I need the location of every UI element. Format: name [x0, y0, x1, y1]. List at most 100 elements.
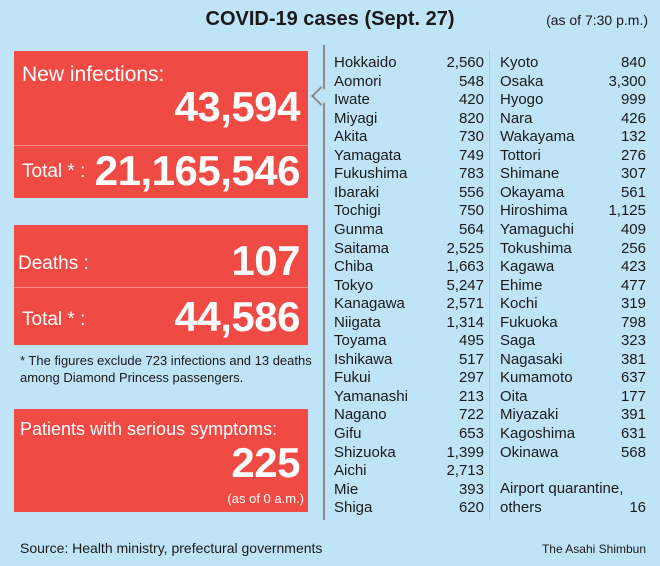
prefecture-count: 1,663 — [446, 258, 484, 276]
prefecture-name: Gunma — [334, 220, 384, 238]
list-item: Yamanashi 213 — [334, 388, 484, 406]
list-item: Nagano 722 — [334, 406, 484, 424]
prefecture-count: 2,713 — [446, 462, 484, 480]
prefecture-name: Tokyo — [334, 276, 374, 294]
prefecture-count: 213 — [458, 387, 484, 405]
list-item: Mie 393 — [334, 481, 484, 499]
prefecture-name: Nagasaki — [500, 350, 563, 368]
airport-row-2: others 16 — [500, 499, 646, 517]
total-deaths-value: 44,586 — [174, 293, 301, 340]
column-divider — [489, 50, 490, 520]
list-item: Tokyo 5,247 — [334, 277, 484, 295]
list-item: Yamaguchi 409 — [500, 221, 646, 239]
prefecture-count: 409 — [620, 220, 646, 238]
list-item: Iwate 420 — [334, 91, 484, 109]
prefecture-count: 420 — [458, 91, 484, 109]
divider — [14, 145, 308, 146]
prefecture-count: 423 — [620, 258, 646, 276]
prefecture-count: 477 — [620, 276, 646, 294]
prefecture-count: 297 — [458, 369, 484, 387]
list-item: Tokushima 256 — [500, 240, 646, 258]
prefecture-count: 2,525 — [446, 239, 484, 257]
prefecture-count: 256 — [620, 239, 646, 257]
airport-label-2: others — [500, 499, 542, 516]
prefecture-name: Miyagi — [334, 109, 378, 127]
list-item: Fukuoka 798 — [500, 314, 646, 332]
prefecture-name: Niigata — [334, 313, 381, 331]
list-item: Hokkaido 2,560 — [334, 54, 484, 72]
prefecture-name: Hyogo — [500, 91, 544, 109]
list-item: Aomori 548 — [334, 73, 484, 91]
list-item: Gunma 564 — [334, 221, 484, 239]
prefecture-name: Fukuoka — [500, 313, 558, 331]
prefecture-count: 820 — [458, 109, 484, 127]
prefecture-name: Saitama — [334, 239, 390, 257]
list-item: Akita 730 — [334, 128, 484, 146]
list-item: Tottori 276 — [500, 147, 646, 165]
deaths-box: Deaths : 107 Total * : 44,586 — [14, 225, 308, 345]
prefecture-count: 1,314 — [446, 313, 484, 331]
prefecture-name: Kumamoto — [500, 369, 573, 387]
list-item: Shiga 620 — [334, 499, 484, 517]
list-item: Hiroshima 1,125 — [500, 202, 646, 220]
prefecture-count: 177 — [620, 387, 646, 405]
list-item: Saitama 2,525 — [334, 240, 484, 258]
prefecture-count: 631 — [620, 425, 646, 442]
prefecture-count: 637 — [620, 369, 646, 387]
prefecture-name: Wakayama — [500, 128, 575, 146]
new-infections-label: New infections: — [22, 63, 165, 86]
list-item: Shimane 307 — [500, 165, 646, 183]
list-item: Ehime 477 — [500, 277, 646, 295]
prefecture-count: 391 — [620, 406, 646, 424]
prefecture-count: 307 — [620, 165, 646, 183]
prefecture-count: 495 — [458, 332, 484, 350]
prefecture-count: 2,571 — [446, 295, 484, 313]
prefecture-name: Hokkaido — [334, 54, 397, 71]
list-item: Oita 177 — [500, 388, 646, 406]
prefecture-name: Tottori — [500, 146, 541, 164]
prefecture-name: Gifu — [334, 425, 362, 442]
list-item: Saga 323 — [500, 332, 646, 350]
list-item: Wakayama 132 — [500, 128, 646, 146]
prefecture-count: 132 — [620, 128, 646, 146]
prefecture-name: Shizuoka — [334, 443, 396, 461]
prefecture-name: Yamagata — [334, 146, 402, 164]
prefecture-count: 548 — [458, 72, 484, 90]
prefecture-count: 561 — [620, 183, 646, 201]
divider — [14, 287, 308, 288]
prefecture-name: Tokushima — [500, 239, 572, 257]
prefecture-name: Shimane — [500, 165, 560, 183]
list-item: Kumamoto 637 — [500, 369, 646, 387]
serious-box: Patients with serious symptoms: 225 (as … — [14, 409, 308, 512]
list-item: Okayama 561 — [500, 184, 646, 202]
source-text: Source: Health ministry, prefectural gov… — [20, 540, 323, 556]
list-item: Nagasaki 381 — [500, 351, 646, 369]
prefecture-count: 750 — [458, 202, 484, 220]
airport-value: 16 — [629, 499, 646, 516]
airport-row: Airport quarantine, — [500, 480, 646, 498]
airport-label: Airport quarantine, — [500, 480, 624, 497]
list-item: Okinawa 568 — [500, 444, 646, 462]
prefecture-name: Ehime — [500, 276, 543, 294]
list-item: Fukushima 783 — [334, 165, 484, 183]
page-title: COVID-19 cases (Sept. 27) — [205, 8, 455, 30]
infections-box: New infections: 43,594 Total * : 21,165,… — [14, 51, 308, 198]
list-item: Yamagata 749 — [334, 147, 484, 165]
total-deaths-label: Total * : — [22, 309, 86, 330]
total-infections-label: Total * : — [22, 161, 86, 182]
prefecture-name: Akita — [334, 128, 368, 146]
prefecture-name: Tochigi — [334, 202, 381, 220]
prefecture-name: Shiga — [334, 499, 373, 517]
list-item: Gifu 653 — [334, 425, 484, 443]
list-item: Nara 426 — [500, 110, 646, 128]
prefecture-count: 276 — [620, 146, 646, 164]
prefecture-name: Toyama — [334, 332, 387, 350]
prefecture-name: Mie — [334, 480, 359, 498]
list-item: Miyagi 820 — [334, 110, 484, 128]
prefecture-name: Nagano — [334, 406, 387, 424]
prefecture-count: 323 — [620, 332, 646, 350]
list-item: Niigata 1,314 — [334, 314, 484, 332]
list-item: Aichi 2,713 — [334, 462, 484, 480]
list-item: Kyoto 840 — [500, 54, 646, 72]
prefecture-count: 798 — [620, 313, 646, 331]
